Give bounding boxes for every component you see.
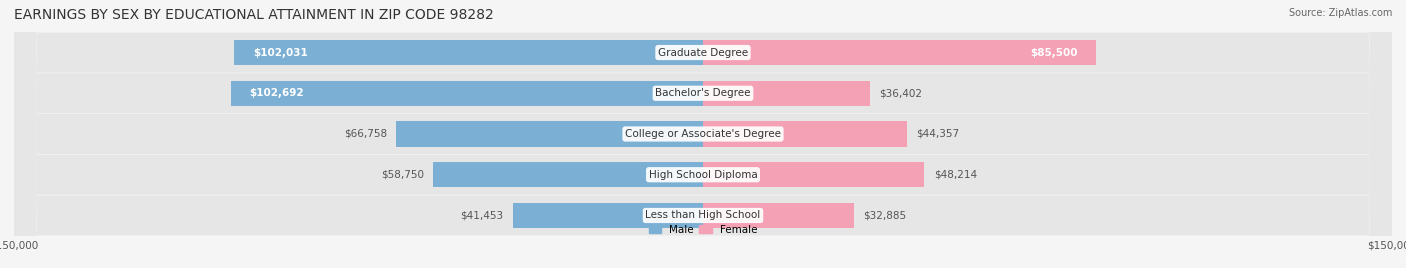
Text: College or Associate's Degree: College or Associate's Degree bbox=[626, 129, 780, 139]
FancyBboxPatch shape bbox=[14, 0, 1392, 268]
Text: Source: ZipAtlas.com: Source: ZipAtlas.com bbox=[1288, 8, 1392, 18]
Bar bbox=[513, 203, 703, 228]
Bar bbox=[235, 40, 703, 65]
Text: $85,500: $85,500 bbox=[1029, 47, 1077, 58]
Legend: Male, Female: Male, Female bbox=[648, 225, 758, 235]
Text: $44,357: $44,357 bbox=[915, 129, 959, 139]
FancyBboxPatch shape bbox=[14, 0, 1392, 268]
Text: EARNINGS BY SEX BY EDUCATIONAL ATTAINMENT IN ZIP CODE 98282: EARNINGS BY SEX BY EDUCATIONAL ATTAINMEN… bbox=[14, 8, 494, 22]
Text: $66,758: $66,758 bbox=[344, 129, 387, 139]
FancyBboxPatch shape bbox=[14, 0, 1392, 268]
Text: $58,750: $58,750 bbox=[381, 170, 425, 180]
Bar bbox=[433, 162, 703, 187]
Bar bbox=[703, 40, 1095, 65]
Text: Bachelor's Degree: Bachelor's Degree bbox=[655, 88, 751, 98]
Bar bbox=[703, 121, 907, 147]
Bar bbox=[703, 162, 924, 187]
Bar bbox=[232, 81, 703, 106]
Bar bbox=[703, 203, 853, 228]
Bar bbox=[396, 121, 703, 147]
Text: $48,214: $48,214 bbox=[934, 170, 977, 180]
Bar bbox=[703, 81, 870, 106]
Text: $102,692: $102,692 bbox=[250, 88, 304, 98]
Text: $36,402: $36,402 bbox=[879, 88, 922, 98]
FancyBboxPatch shape bbox=[14, 0, 1392, 268]
Text: $102,031: $102,031 bbox=[253, 47, 308, 58]
Text: Less than High School: Less than High School bbox=[645, 210, 761, 221]
Text: High School Diploma: High School Diploma bbox=[648, 170, 758, 180]
Text: $32,885: $32,885 bbox=[863, 210, 907, 221]
FancyBboxPatch shape bbox=[14, 0, 1392, 268]
Text: Graduate Degree: Graduate Degree bbox=[658, 47, 748, 58]
Text: $41,453: $41,453 bbox=[460, 210, 503, 221]
